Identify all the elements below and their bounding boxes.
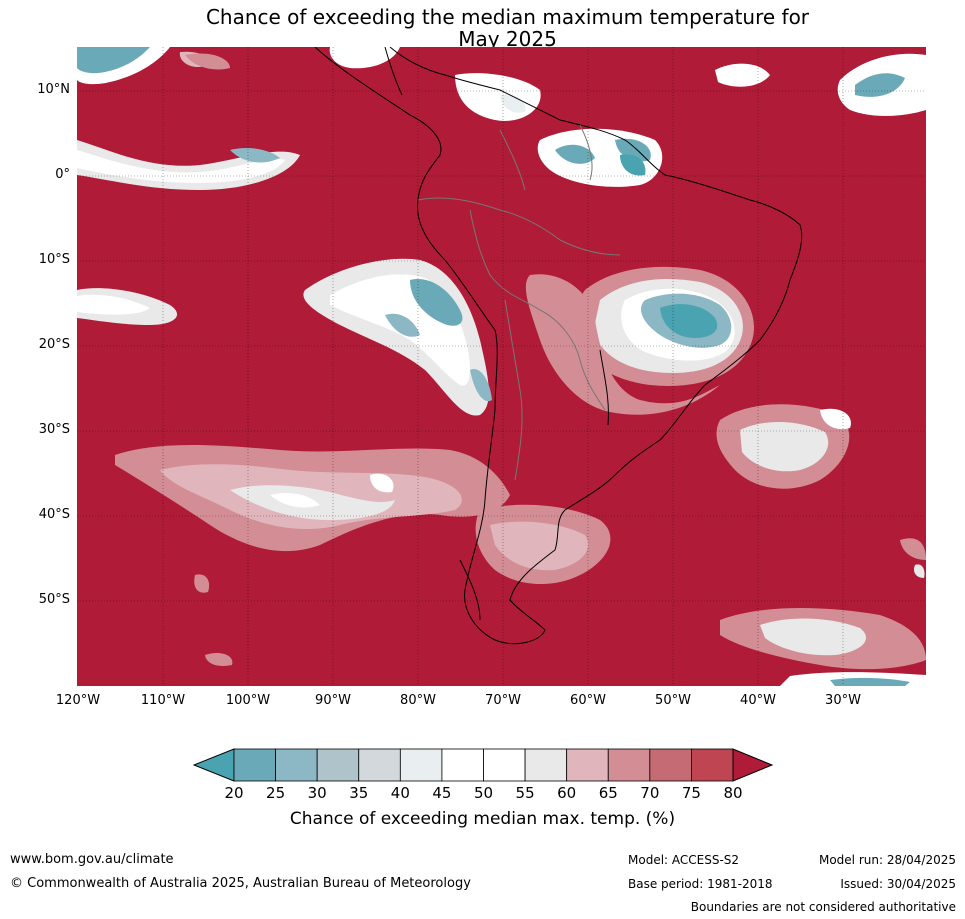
lat-label-0: 0° xyxy=(55,167,70,182)
lon-label-40w: 40°W xyxy=(740,693,776,708)
colorbar-tick-label: 30 xyxy=(307,784,327,802)
colorbar-tick-label: 35 xyxy=(349,784,369,802)
coastlines xyxy=(314,47,803,645)
lat-label-20s: 20°S xyxy=(38,337,70,352)
colorbar-tick-label: 20 xyxy=(224,784,244,802)
lat-label-40s: 40°S xyxy=(38,507,70,522)
colorbar-segment xyxy=(441,748,484,782)
footer-model-run: Model run: 28/04/2025 xyxy=(818,853,956,867)
country-borders xyxy=(417,124,621,481)
colorbar-tick-label: 45 xyxy=(432,784,452,802)
colorbar-extend-low xyxy=(192,748,235,782)
colorbar xyxy=(192,748,774,782)
colorbar-segment xyxy=(607,748,651,782)
colorbar-label: Chance of exceeding median max. temp. (%… xyxy=(289,809,676,829)
lat-label-10n: 10°N xyxy=(37,82,70,97)
colorbar-tick-label: 80 xyxy=(723,784,743,802)
footer-url[interactable]: www.bom.gov.au/climate xyxy=(10,852,174,867)
map-background-high-probability xyxy=(77,47,926,686)
footer-issued: Issued: 30/04/2025 xyxy=(840,877,956,891)
lat-label-30s: 30°S xyxy=(38,422,70,437)
colorbar-segment xyxy=(233,748,276,782)
colorbar-tick-label: 50 xyxy=(473,784,494,802)
lon-label-110w: 110°W xyxy=(140,693,186,708)
colorbar-tick-label: 65 xyxy=(598,784,618,802)
colorbar-segment xyxy=(524,748,568,782)
lat-label-10s: 10°S xyxy=(38,252,70,267)
lon-label-30w: 30°W xyxy=(825,693,861,708)
colorbar-segment xyxy=(691,748,734,782)
lat-label-50s: 50°S xyxy=(38,592,70,607)
graticule xyxy=(77,47,926,686)
footer-model: Model: ACCESS-S2 xyxy=(628,853,740,867)
colorbar-tick-label: 40 xyxy=(390,784,410,802)
colorbar-segment xyxy=(649,748,692,782)
colorbar-tick-label: 75 xyxy=(681,784,701,802)
lon-label-60w: 60°W xyxy=(570,693,606,708)
colorbar-tick-label: 60 xyxy=(557,784,577,802)
colorbar-segment xyxy=(483,748,526,782)
map-title-line-1: Chance of exceeding the median maximum t… xyxy=(205,5,810,29)
colorbar-segment xyxy=(275,748,318,782)
map-title-line-2: May 2025 xyxy=(458,27,557,51)
lon-label-100w: 100°W xyxy=(225,693,271,708)
colorbar-tick-label: 25 xyxy=(266,784,286,802)
colorbar-extend-high xyxy=(732,748,774,782)
lon-label-120w: 120°W xyxy=(55,693,101,708)
colorbar-tick-label: 70 xyxy=(640,784,660,802)
colorbar-segment xyxy=(316,748,360,782)
colorbar-segment xyxy=(399,748,443,782)
colorbar-segment xyxy=(566,748,609,782)
lon-label-70w: 70°W xyxy=(485,693,521,708)
footer-base-period: Base period: 1981-2018 xyxy=(628,877,773,891)
colorbar-tick-label: 55 xyxy=(515,784,535,802)
lon-label-80w: 80°W xyxy=(400,693,436,708)
colorbar-segment xyxy=(358,748,401,782)
lon-label-90w: 90°W xyxy=(315,693,351,708)
probability-contours xyxy=(77,47,926,686)
footer-boundaries-note: Boundaries are not considered authoritat… xyxy=(690,900,956,914)
footer-copyright: © Commonwealth of Australia 2025, Austra… xyxy=(10,876,471,891)
lon-label-50w: 50°W xyxy=(655,693,691,708)
